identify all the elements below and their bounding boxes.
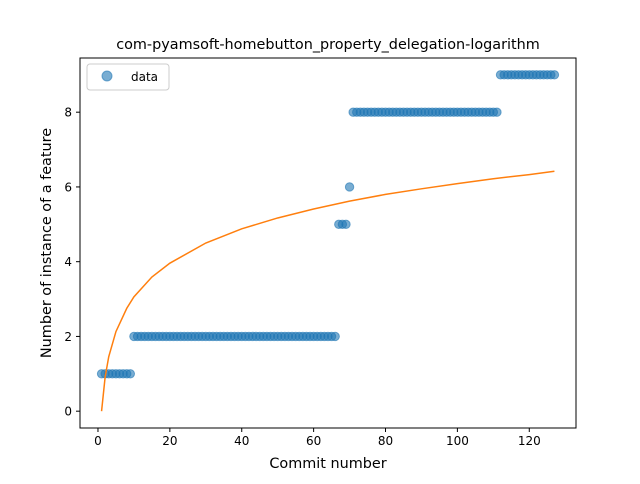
x-tick-label: 20 <box>162 434 177 448</box>
x-tick-label: 80 <box>378 434 393 448</box>
data-point <box>341 219 351 230</box>
x-tick-label: 60 <box>306 434 321 448</box>
y-tick-label: 6 <box>64 180 72 194</box>
fit-line <box>100 170 555 412</box>
x-axis-label: Commit number <box>269 456 386 472</box>
legend-box <box>86 63 170 91</box>
chart-title: com-pyamsoft-homebutton_property_delegat… <box>116 37 540 53</box>
x-tick-label: 100 <box>446 434 469 448</box>
legend-label-data: data <box>131 70 158 84</box>
axes-frame <box>79 57 577 429</box>
data-point <box>492 107 502 117</box>
y-tick-label: 0 <box>64 405 72 419</box>
legend: data <box>86 63 170 91</box>
y-tick-label: 2 <box>64 330 72 344</box>
data-point <box>344 182 355 192</box>
x-tick-label: 40 <box>234 434 249 448</box>
data-point <box>549 70 560 80</box>
data-point <box>330 331 340 342</box>
x-tick-label: 0 <box>94 434 102 448</box>
y-axis-label: Number of instance of a feature <box>39 128 55 358</box>
data-point <box>125 369 136 379</box>
axes: 0 20 40 60 80 100 120 0 2 4 6 8 <box>64 57 577 448</box>
y-tick-label: 8 <box>64 106 72 120</box>
x-tick-label: 120 <box>518 434 541 448</box>
plot-area <box>96 70 560 412</box>
y-tick-label: 4 <box>64 255 72 269</box>
legend-marker-data <box>101 70 113 82</box>
